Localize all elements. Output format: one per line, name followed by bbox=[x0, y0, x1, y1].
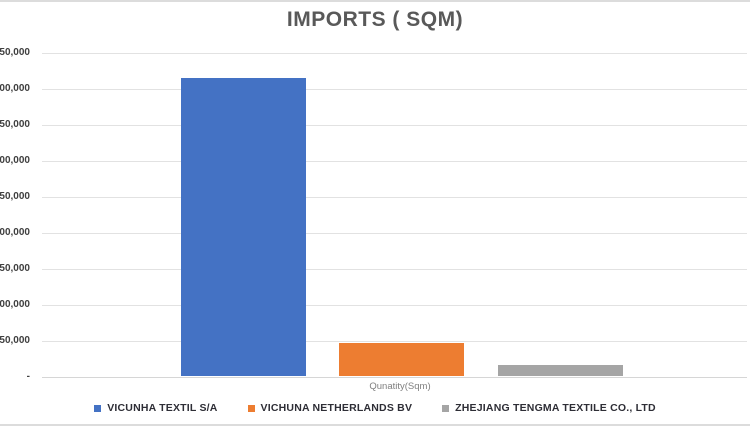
legend-swatch-gray-icon bbox=[442, 404, 450, 412]
bar-zhejiang-tengma-textile-co-ltd bbox=[498, 364, 623, 377]
legend-item-zhejiang-tengma: ZHEJIANG TENGMA TEXTILE CO., LTD bbox=[442, 402, 656, 414]
y-axis-tick-label: 300,000 bbox=[0, 154, 30, 166]
chart-top-border bbox=[0, 0, 750, 2]
gridline bbox=[42, 160, 747, 162]
gridline bbox=[42, 340, 747, 342]
y-axis-tick-label: 350,000 bbox=[0, 118, 30, 130]
y-axis-tick-label: 250,000 bbox=[0, 190, 30, 202]
gridline bbox=[42, 232, 747, 234]
y-axis-tick-label: 200,000 bbox=[0, 226, 30, 238]
legend-swatch-orange-icon bbox=[247, 404, 255, 412]
y-axis-tick-label: 100,000 bbox=[0, 298, 30, 310]
legend-item-vicunha-textil: VICUNHA TEXTIL S/A bbox=[94, 402, 217, 414]
gridline bbox=[42, 88, 747, 90]
legend-label: VICUNHA TEXTIL S/A bbox=[107, 402, 218, 414]
y-axis-tick-label: 450,000 bbox=[0, 47, 30, 58]
gridline bbox=[42, 53, 747, 54]
legend-label: VICHUNA NETHERLANDS BV bbox=[260, 402, 413, 414]
y-axis-tick-label: 400,000 bbox=[0, 82, 30, 94]
gridline bbox=[42, 304, 747, 306]
y-axis-tick-label: - bbox=[26, 370, 30, 382]
y-axis-tick-label: 150,000 bbox=[0, 262, 30, 274]
bar-vichuna-netherlands-bv bbox=[339, 343, 464, 377]
chart-bottom-border bbox=[0, 424, 750, 426]
chart-title: IMPORTS ( SQM) bbox=[286, 8, 464, 31]
bar-vicunha-textil-s-a bbox=[181, 78, 306, 377]
legend-item-vichuna-netherlands: VICHUNA NETHERLANDS BV bbox=[247, 402, 413, 414]
gridline bbox=[42, 268, 747, 270]
legend-swatch-blue-icon bbox=[94, 404, 102, 412]
legend-label: ZHEJIANG TENGMA TEXTILE CO., LTD bbox=[455, 402, 656, 414]
gridline bbox=[42, 124, 747, 126]
legend: VICUNHA TEXTIL S/A VICHUNA NETHERLANDS B… bbox=[0, 402, 750, 414]
y-axis-tick-label: 50,000 bbox=[0, 334, 30, 346]
x-axis-category-label: Qunatity(Sqm) bbox=[369, 381, 431, 392]
gridline bbox=[42, 196, 747, 198]
x-axis-line bbox=[42, 376, 747, 378]
